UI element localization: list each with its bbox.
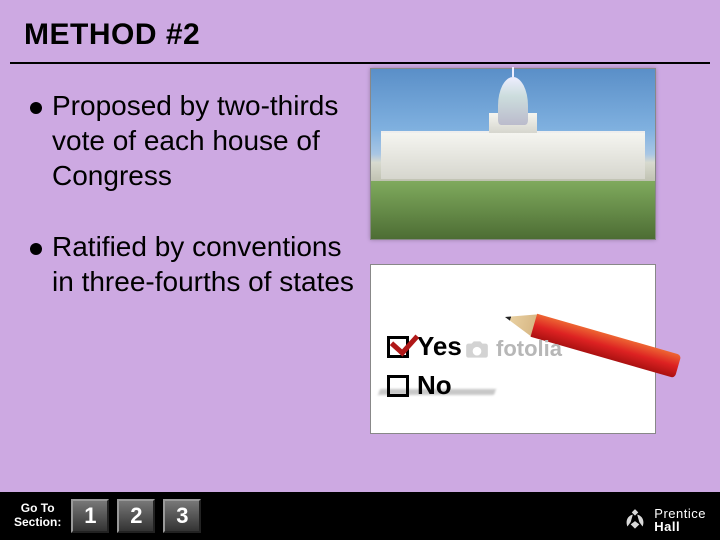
camera-icon: [464, 336, 490, 362]
logo-mark-icon: [622, 507, 648, 533]
checkbox-empty-icon: [387, 375, 409, 397]
slide-title: METHOD #2: [10, 0, 710, 64]
bullet-dot-icon: [30, 102, 42, 114]
logo-line2: Hall: [654, 520, 706, 534]
logo-text: Prentice Hall: [654, 507, 706, 534]
building-shape: [381, 131, 645, 179]
prentice-hall-logo: Prentice Hall: [622, 507, 706, 534]
goto-line1: Go To: [14, 502, 61, 516]
content-area: Proposed by two-thirds vote of each hous…: [0, 64, 720, 299]
checklist-items: Yes No: [387, 331, 462, 409]
logo-line1: Prentice: [654, 507, 706, 521]
goto-section-label: Go To Section:: [14, 502, 61, 530]
checklist-image: Yes No fotolia: [370, 264, 656, 434]
dome-shape: [498, 77, 528, 125]
bullet-text: Ratified by conventions in three-fourths…: [52, 229, 360, 299]
checklist-no-label: No: [417, 370, 452, 401]
section-button-1[interactable]: 1: [71, 499, 109, 533]
bullet-item: Proposed by two-thirds vote of each hous…: [30, 88, 360, 193]
section-button-2[interactable]: 2: [117, 499, 155, 533]
capitol-image: [370, 68, 656, 240]
checklist-row-yes: Yes: [387, 331, 462, 362]
checklist-row-no: No: [387, 370, 462, 401]
checkbox-checked-icon: [387, 336, 409, 358]
fotolia-watermark: fotolia: [464, 336, 562, 362]
goto-line2: Section:: [14, 516, 61, 530]
watermark-text: fotolia: [496, 336, 562, 362]
lawn-shape: [371, 181, 655, 239]
footer-bar: Go To Section: 1 2 3 Prentice Hall: [0, 492, 720, 540]
bullet-text: Proposed by two-thirds vote of each hous…: [52, 88, 360, 193]
bullet-item: Ratified by conventions in three-fourths…: [30, 229, 360, 299]
bullet-dot-icon: [30, 243, 42, 255]
section-button-3[interactable]: 3: [163, 499, 201, 533]
checklist-yes-label: Yes: [417, 331, 462, 362]
